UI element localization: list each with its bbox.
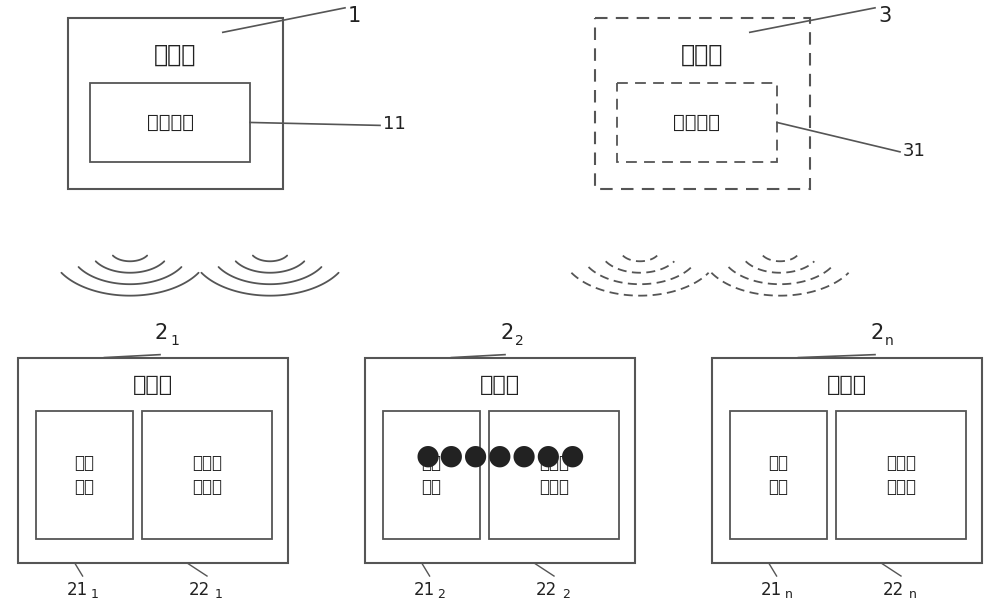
Text: 3: 3 (878, 6, 891, 26)
Text: 发射电台: 发射电台 (146, 113, 194, 132)
Text: 21: 21 (761, 581, 782, 599)
Text: 移动站: 移动站 (133, 375, 173, 395)
Text: 基准站: 基准站 (681, 43, 724, 67)
Text: 2: 2 (562, 588, 570, 601)
Text: ●●●●●●●: ●●●●●●● (415, 442, 585, 469)
Bar (730, 412, 827, 539)
Text: 21: 21 (67, 581, 88, 599)
Text: 22: 22 (883, 581, 904, 599)
Text: 2: 2 (870, 323, 883, 343)
Text: 1: 1 (170, 334, 179, 348)
Bar (595, 17, 810, 189)
Bar (18, 358, 288, 563)
Text: 1: 1 (348, 6, 361, 26)
Bar (36, 412, 133, 539)
Text: 2: 2 (438, 588, 445, 601)
Text: 移动站
接收机: 移动站 接收机 (886, 454, 916, 496)
Text: 接收
电台: 接收 电台 (769, 454, 789, 496)
Text: 1: 1 (91, 588, 98, 601)
Text: 移动站
接收机: 移动站 接收机 (192, 454, 222, 496)
Text: 移动站
接收机: 移动站 接收机 (539, 454, 569, 496)
Bar (836, 412, 966, 539)
Text: 22: 22 (189, 581, 210, 599)
Text: 移动站: 移动站 (480, 375, 520, 395)
Text: 31: 31 (903, 142, 926, 160)
Text: 基准站: 基准站 (154, 43, 197, 67)
Text: 2: 2 (500, 323, 513, 343)
Text: 22: 22 (536, 581, 557, 599)
Bar (383, 412, 480, 539)
Text: 2: 2 (155, 323, 168, 343)
Bar (142, 412, 272, 539)
Text: 接收
电台: 接收 电台 (422, 454, 442, 496)
Text: 发射电台: 发射电台 (674, 113, 720, 132)
Text: 21: 21 (414, 581, 435, 599)
Bar (90, 84, 250, 162)
Text: 1: 1 (215, 588, 223, 601)
Text: 11: 11 (383, 115, 406, 133)
Text: n: n (785, 588, 792, 601)
Text: n: n (909, 588, 917, 601)
Text: 接收
电台: 接收 电台 (75, 454, 95, 496)
Text: 移动站: 移动站 (827, 375, 867, 395)
Bar (365, 358, 635, 563)
Bar (68, 17, 283, 189)
Text: n: n (885, 334, 894, 348)
Bar (489, 412, 619, 539)
Text: 2: 2 (515, 334, 524, 348)
Bar (712, 358, 982, 563)
Bar (617, 84, 777, 162)
